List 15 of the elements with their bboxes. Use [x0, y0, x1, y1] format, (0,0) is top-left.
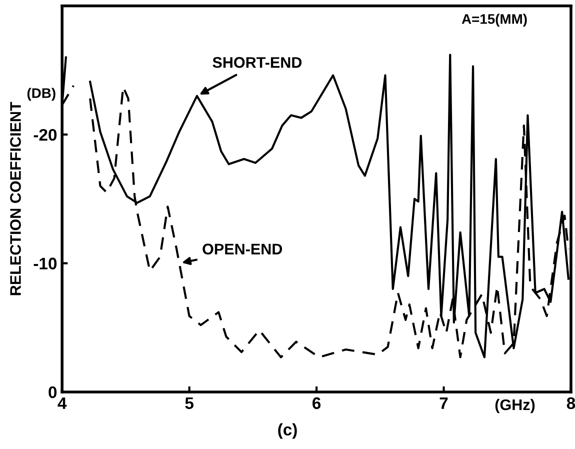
x-axis-title: (GHz) — [495, 398, 535, 414]
y-tick-label: -20 — [34, 128, 57, 141]
annotation: OPEN-END — [202, 244, 282, 254]
annotation: SHORT-END — [212, 57, 302, 68]
x-tick-label: 8 — [566, 397, 575, 410]
x-tick-label: 5 — [185, 397, 194, 410]
y-tick-label: -10 — [34, 258, 57, 270]
x-tick-label: 4 — [58, 397, 67, 409]
y-tick-label: 0 — [48, 386, 57, 398]
text: (c) — [278, 423, 297, 439]
text: (DB) — [27, 88, 56, 101]
x-tick-label: 7 — [440, 397, 448, 409]
annotation: A=15(MM) — [462, 14, 527, 27]
y-axis-title: RELECTION COEFFICIENT — [10, 102, 21, 296]
x-tick-label: 6 — [312, 397, 321, 410]
